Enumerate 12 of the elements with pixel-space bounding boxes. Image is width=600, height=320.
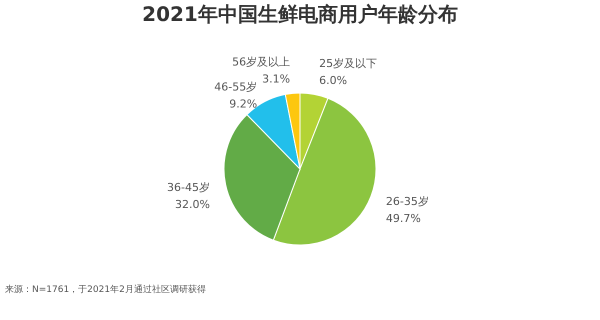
slice-label: 26-35岁 bbox=[386, 195, 429, 208]
source-note: 来源：N=1761，于2021年2月通过社区调研获得 bbox=[5, 284, 206, 295]
data-label: 49.7% bbox=[386, 212, 421, 226]
chart-title: 2021年中国生鲜电商用户年龄分布 bbox=[142, 2, 458, 26]
slice-label: 36-45岁 bbox=[167, 180, 210, 194]
data-label: 6.0% bbox=[319, 74, 348, 87]
data-label: 32.0% bbox=[175, 198, 210, 211]
slice-label: 46-55岁 bbox=[214, 80, 258, 94]
slice-label: 25岁及以下 bbox=[319, 56, 378, 70]
data-label: 3.1% bbox=[262, 72, 290, 86]
slice-label: 56岁及以上 bbox=[232, 55, 290, 68]
data-label: 9.2% bbox=[229, 98, 258, 111]
